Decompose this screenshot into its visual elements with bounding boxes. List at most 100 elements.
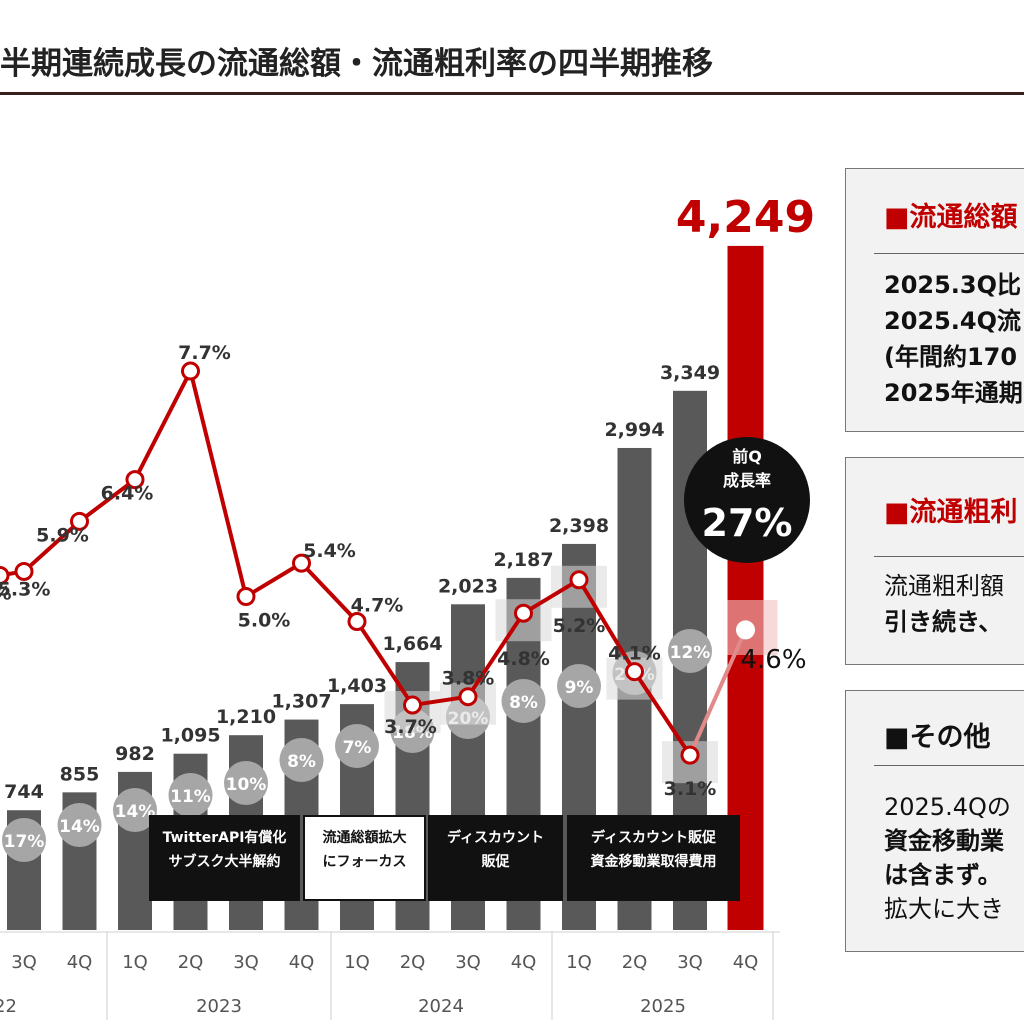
growth-circle-4: [224, 761, 268, 805]
margin-point-1: [70, 511, 89, 531]
panel-other-line-1: 2025.4Qの: [884, 793, 1011, 821]
margin-label-6: 4.7%: [351, 595, 404, 617]
annotation-1-line-1: にフォーカス: [323, 854, 407, 870]
margin-label-7: 3.7%: [384, 716, 437, 738]
panel-other-rule: [874, 765, 1024, 766]
growth-circle-2: [113, 788, 157, 832]
quarter-label-0: 3Q: [11, 952, 37, 973]
growth-label-6: 7%: [343, 738, 372, 758]
growth-label-1: 14%: [59, 817, 100, 837]
growth-circle-6: [335, 724, 379, 768]
quarter-label-8: 3Q: [455, 952, 481, 973]
growth-badge-line1: 前Q: [732, 447, 762, 466]
growth-label-3: 11%: [170, 787, 211, 807]
year-label-3: 2025: [640, 996, 686, 1017]
margin-line-last: [688, 629, 748, 756]
growth-circle-1: [57, 803, 102, 847]
gmv-chart: 17%14%14%11%10%8%7%18%20%8%9%25%12%5.3%5…: [0, 192, 815, 1020]
growth-label-9: 8%: [509, 693, 538, 713]
bar-label-1: 855: [60, 763, 100, 785]
annotation-box-3: [567, 815, 740, 901]
growth-badge: [684, 437, 810, 563]
bar-label-3: 1,095: [160, 725, 220, 747]
margin-point-7: [403, 695, 422, 715]
page-title: 半期連続成長の流通総額・流通粗利率の四半期推移: [0, 46, 713, 82]
panel-gmv-line-4: 2025年通期: [884, 379, 1023, 407]
margin-point-8: [458, 687, 478, 707]
margin-point-11: [625, 662, 644, 682]
margin-point-5: [292, 553, 311, 573]
bar-label-5: 1,307: [271, 691, 331, 713]
margin-point-12: [680, 745, 700, 765]
margin-label-1: 5.9%: [36, 524, 89, 546]
growth-circle-9: [501, 679, 546, 723]
growth-circle-10: [557, 664, 601, 708]
panel-gmv-line-3: (年間約170: [884, 343, 1018, 371]
panel-margin-heading: ■流通粗利: [884, 497, 1018, 528]
bar-label-2: 982: [115, 743, 155, 765]
annotation-box-2: [428, 815, 563, 901]
panel-other-line-2: 資金移動業: [884, 827, 1004, 855]
quarter-label-10: 1Q: [566, 952, 592, 973]
annotation-0-line-0: TwitterAPI有償化: [163, 829, 287, 846]
growth-label-0: 17%: [4, 832, 45, 852]
annotation-box-1: [303, 815, 426, 901]
growth-label-4: 10%: [226, 775, 267, 795]
margin-label-9: 4.8%: [497, 648, 550, 670]
growth-label-5: 8%: [287, 752, 316, 772]
margin-label-8: 3.8%: [442, 668, 495, 690]
annotation-box-0: [149, 815, 300, 901]
annotation-3-line-0: ディスカウント販促: [591, 829, 717, 846]
panel-gmv-rule: [874, 253, 1024, 254]
panel-gmv-heading: ■流通総額: [884, 202, 1018, 233]
growth-circle-3: [168, 773, 213, 817]
panel-other-line-3: は含まず。: [884, 861, 1002, 889]
margin-label-2: 6.4%: [101, 483, 154, 505]
quarter-label-13: 4Q: [733, 952, 759, 973]
margin-label-0: 5.3%: [0, 578, 50, 600]
bar-label-9: 2,187: [493, 549, 553, 571]
annotation-3-line-1: 資金移動業取得費用: [591, 853, 717, 870]
margin-label-13: 4.6%: [740, 645, 806, 675]
panel-margin-line-1: 流通粗利額: [884, 572, 1004, 600]
panel-margin-rule: [874, 556, 1024, 557]
annotation-2-line-0: ディスカウント: [447, 829, 544, 846]
year-label-2: 2024: [418, 996, 464, 1017]
margin-point-2: [125, 470, 145, 490]
bar-label-0: 744: [4, 781, 44, 803]
margin-point-13: [736, 620, 755, 640]
quarter-label-2: 1Q: [122, 952, 148, 973]
bar-label-8: 2,023: [438, 575, 498, 597]
margin-point-10: [569, 570, 589, 590]
annotation-1-line-0: 流通総額拡大: [323, 829, 407, 846]
year-label-1: 2023: [196, 996, 242, 1017]
bar-label-12: 3,349: [660, 362, 720, 384]
panel-gmv-line-1: 2025.3Q比: [884, 271, 1022, 299]
growth-label-12: 12%: [670, 643, 711, 663]
quarter-label-4: 3Q: [233, 952, 259, 973]
bar-label-4: 1,210: [216, 706, 276, 728]
margin-label-12: 3.1%: [664, 778, 717, 800]
bar-label-6: 1,403: [327, 675, 387, 697]
margin-point-9: [514, 603, 533, 623]
margin-label-partial: %: [0, 582, 12, 604]
panel-other-line-4: 拡大に大き: [884, 895, 1004, 923]
bar-label-7: 1,664: [382, 633, 442, 655]
margin-point-0: [14, 561, 34, 581]
bar-label-13: 4,249: [676, 192, 815, 243]
margin-label-10: 5.2%: [553, 615, 606, 637]
margin-point-6: [347, 612, 367, 632]
annotation-2-line-1: 販促: [482, 853, 511, 870]
margin-label-5: 5.4%: [303, 540, 356, 562]
growth-badge-line2: 成長率: [723, 471, 771, 490]
panel-gmv: ■流通総額 2025.3Q比 2025.4Q流 (年間約170 2025年通期: [845, 168, 1024, 432]
margin-label-11: 4.1%: [608, 643, 661, 665]
quarter-label-9: 4Q: [511, 952, 537, 973]
quarter-label-1: 4Q: [67, 952, 93, 973]
panel-margin: ■流通粗利 流通粗利額 引き続き、: [845, 457, 1024, 665]
panel-other-heading: ■その他: [884, 722, 991, 753]
panel-gmv-line-2: 2025.4Q流: [884, 307, 1022, 335]
bar-label-10: 2,398: [549, 515, 609, 537]
panel-other: ■その他 2025.4Qの 資金移動業 は含まず。 拡大に大き: [845, 690, 1024, 952]
growth-circle-0: [2, 818, 46, 862]
